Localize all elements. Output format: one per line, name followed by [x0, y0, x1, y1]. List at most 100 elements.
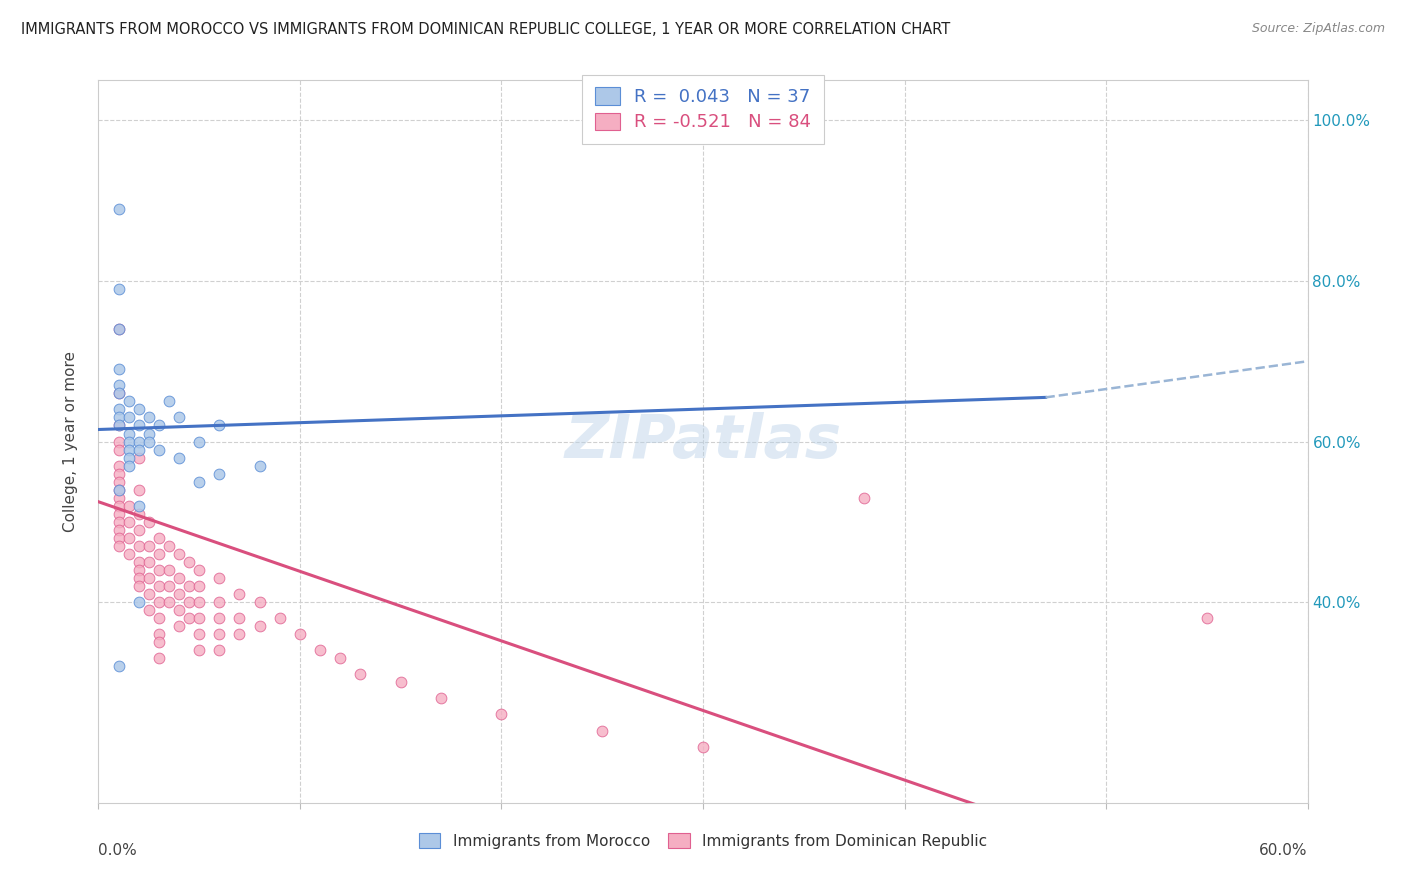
Point — [148, 547, 170, 561]
Point — [167, 587, 190, 601]
Point — [118, 531, 141, 545]
Point — [138, 515, 160, 529]
Point — [188, 627, 211, 641]
Point — [157, 563, 180, 577]
Point — [157, 595, 180, 609]
Point — [138, 434, 160, 449]
Point — [107, 475, 129, 489]
Point — [128, 450, 150, 465]
Point — [179, 555, 201, 569]
Point — [107, 483, 129, 497]
Point — [128, 402, 150, 417]
Point — [107, 362, 129, 376]
Point — [138, 410, 160, 425]
Point — [167, 619, 190, 633]
Point — [179, 595, 201, 609]
Point — [349, 667, 371, 681]
Point — [107, 322, 129, 336]
Point — [148, 627, 170, 641]
Point — [188, 643, 211, 657]
Point — [179, 579, 201, 593]
Point — [148, 442, 170, 457]
Point — [591, 723, 613, 738]
Point — [692, 739, 714, 754]
Point — [1195, 611, 1218, 625]
Point — [107, 531, 129, 545]
Y-axis label: College, 1 year or more: College, 1 year or more — [63, 351, 77, 532]
Point — [107, 539, 129, 553]
Point — [107, 386, 129, 401]
Point — [107, 378, 129, 392]
Point — [228, 611, 250, 625]
Point — [167, 547, 190, 561]
Point — [208, 595, 231, 609]
Point — [148, 611, 170, 625]
Point — [148, 595, 170, 609]
Point — [107, 434, 129, 449]
Point — [249, 595, 271, 609]
Point — [128, 595, 150, 609]
Point — [118, 458, 141, 473]
Point — [128, 563, 150, 577]
Point — [309, 643, 332, 657]
Point — [107, 523, 129, 537]
Point — [107, 202, 129, 216]
Point — [329, 651, 352, 665]
Point — [188, 595, 211, 609]
Point — [107, 458, 129, 473]
Point — [188, 579, 211, 593]
Point — [208, 418, 231, 433]
Point — [208, 627, 231, 641]
Point — [128, 579, 150, 593]
Point — [148, 635, 170, 649]
Point — [208, 571, 231, 585]
Point — [208, 467, 231, 481]
Point — [118, 394, 141, 409]
Point — [128, 483, 150, 497]
Point — [107, 491, 129, 505]
Point — [389, 675, 412, 690]
Point — [228, 587, 250, 601]
Point — [107, 467, 129, 481]
Point — [148, 651, 170, 665]
Point — [118, 410, 141, 425]
Point — [107, 442, 129, 457]
Point — [128, 555, 150, 569]
Point — [167, 571, 190, 585]
Point — [853, 491, 876, 505]
Point — [148, 563, 170, 577]
Point — [107, 282, 129, 296]
Text: ZIPatlas: ZIPatlas — [564, 412, 842, 471]
Point — [107, 483, 129, 497]
Point — [128, 418, 150, 433]
Point — [148, 531, 170, 545]
Text: Source: ZipAtlas.com: Source: ZipAtlas.com — [1251, 22, 1385, 36]
Point — [118, 442, 141, 457]
Point — [107, 418, 129, 433]
Point — [138, 571, 160, 585]
Point — [138, 603, 160, 617]
Point — [157, 394, 180, 409]
Point — [118, 515, 141, 529]
Text: 0.0%: 0.0% — [98, 843, 138, 857]
Point — [118, 426, 141, 441]
Point — [118, 547, 141, 561]
Point — [208, 611, 231, 625]
Point — [107, 507, 129, 521]
Point — [107, 659, 129, 673]
Point — [118, 499, 141, 513]
Point — [118, 434, 141, 449]
Point — [249, 458, 271, 473]
Point — [128, 523, 150, 537]
Point — [138, 555, 160, 569]
Point — [188, 611, 211, 625]
Point — [107, 499, 129, 513]
Text: IMMIGRANTS FROM MOROCCO VS IMMIGRANTS FROM DOMINICAN REPUBLIC COLLEGE, 1 YEAR OR: IMMIGRANTS FROM MOROCCO VS IMMIGRANTS FR… — [21, 22, 950, 37]
Point — [430, 691, 453, 706]
Point — [128, 539, 150, 553]
Point — [138, 539, 160, 553]
Point — [107, 402, 129, 417]
Point — [179, 611, 201, 625]
Point — [148, 418, 170, 433]
Point — [288, 627, 311, 641]
